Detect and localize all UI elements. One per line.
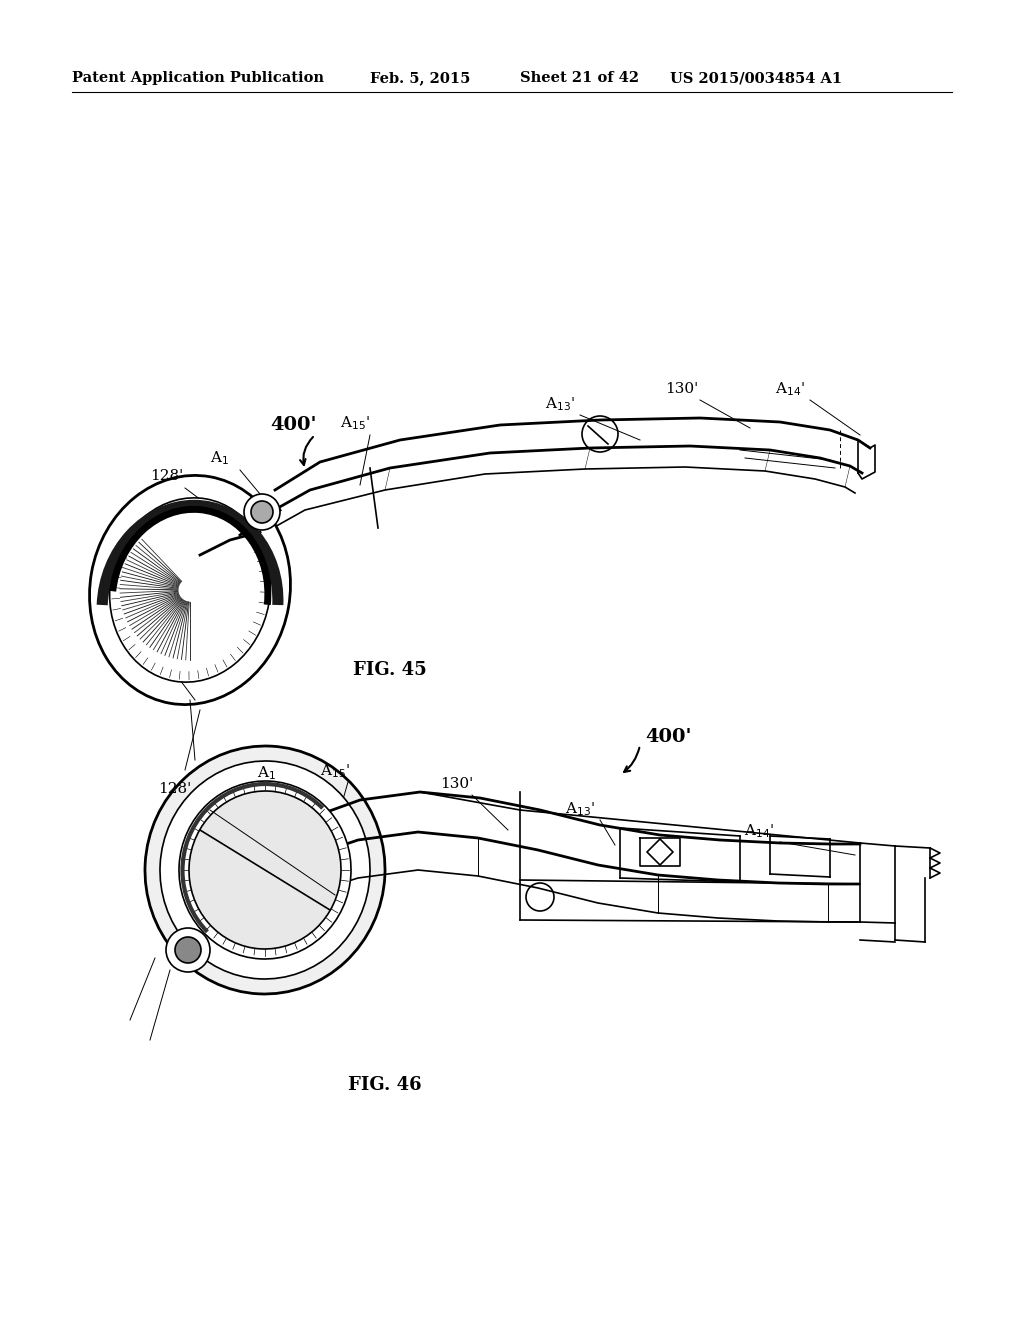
Ellipse shape	[110, 498, 270, 682]
Text: A$_{13}$': A$_{13}$'	[545, 395, 574, 413]
Text: 130': 130'	[665, 381, 698, 396]
Text: 400': 400'	[645, 729, 691, 746]
Text: A$_1$: A$_1$	[257, 764, 276, 781]
Text: Feb. 5, 2015: Feb. 5, 2015	[370, 71, 470, 84]
Text: 128': 128'	[150, 469, 183, 483]
Ellipse shape	[189, 791, 341, 949]
Circle shape	[166, 928, 210, 972]
Ellipse shape	[89, 475, 291, 705]
Circle shape	[251, 502, 273, 523]
Text: FIG. 45: FIG. 45	[353, 661, 427, 678]
Text: FIG. 46: FIG. 46	[348, 1076, 422, 1094]
Text: 130': 130'	[440, 777, 473, 791]
Text: A$_{15}$': A$_{15}$'	[340, 414, 370, 432]
Ellipse shape	[145, 746, 385, 994]
Text: A$_{14}$': A$_{14}$'	[775, 380, 805, 397]
Text: Sheet 21 of 42: Sheet 21 of 42	[520, 71, 639, 84]
Circle shape	[244, 494, 280, 531]
Text: Patent Application Publication: Patent Application Publication	[72, 71, 324, 84]
Text: A$_{15}$': A$_{15}$'	[319, 762, 350, 780]
Text: US 2015/0034854 A1: US 2015/0034854 A1	[670, 71, 842, 84]
Text: 400': 400'	[270, 416, 316, 434]
Text: 128': 128'	[158, 781, 191, 796]
Text: A$_1$: A$_1$	[210, 449, 229, 467]
Circle shape	[175, 937, 201, 964]
Ellipse shape	[160, 762, 370, 979]
Text: A$_{13}$': A$_{13}$'	[565, 800, 595, 817]
Ellipse shape	[179, 781, 351, 960]
Text: A$_{14}$': A$_{14}$'	[744, 822, 774, 840]
